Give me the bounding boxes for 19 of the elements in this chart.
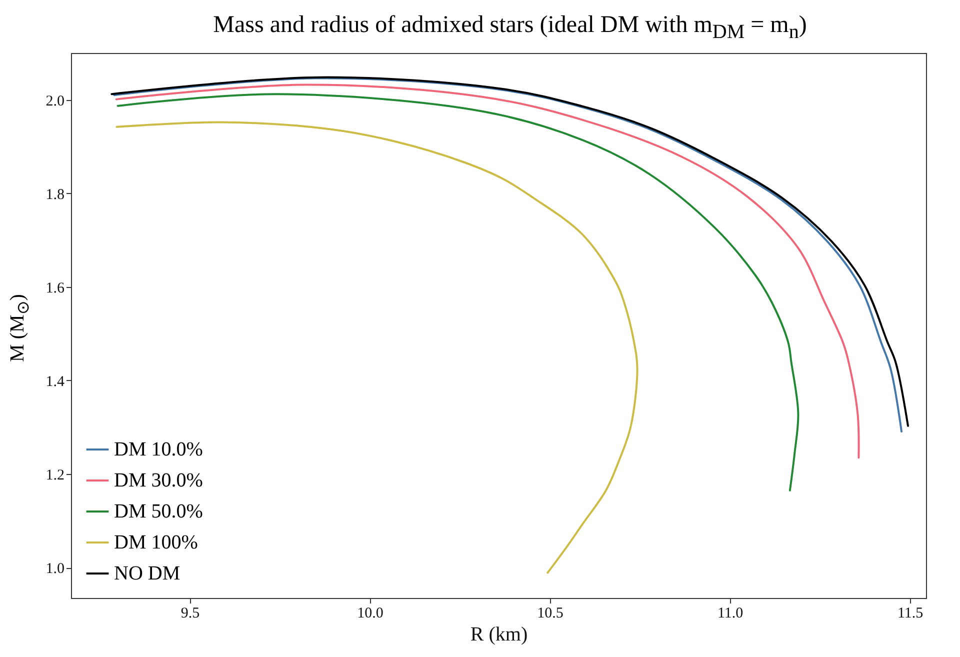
- y-tick-label: 1.4: [46, 374, 65, 390]
- y-tick-label: 2.0: [46, 93, 64, 110]
- legend-label: DM 50.0%: [114, 500, 203, 522]
- y-tick-label: 1.8: [46, 186, 64, 203]
- x-axis-title: R (km): [470, 623, 528, 646]
- line-series: [116, 92, 800, 492]
- legend-label: DM 100%: [114, 531, 198, 554]
- y-tick-label: 1.6: [46, 280, 65, 296]
- x-tick-label: 11.5: [897, 605, 924, 622]
- legend-label: NO DM: [114, 562, 180, 584]
- y-tick-label: 1.2: [46, 467, 64, 484]
- legend-label: DM 30.0%: [114, 469, 203, 492]
- chart-title: Mass and radius of admixed stars (ideal DM with m$_{DM}$ = m$_{n}$): [212, 11, 808, 45]
- x-tick-label: 9.5: [180, 605, 200, 622]
- x-tick-label: 11.0: [717, 605, 744, 622]
- x-tick-label: 10.5: [537, 605, 564, 622]
- x-tick-label: 10.0: [357, 605, 384, 622]
- y-tick-label: 1.0: [46, 560, 64, 577]
- legend-label: DM 10.0%: [114, 438, 203, 460]
